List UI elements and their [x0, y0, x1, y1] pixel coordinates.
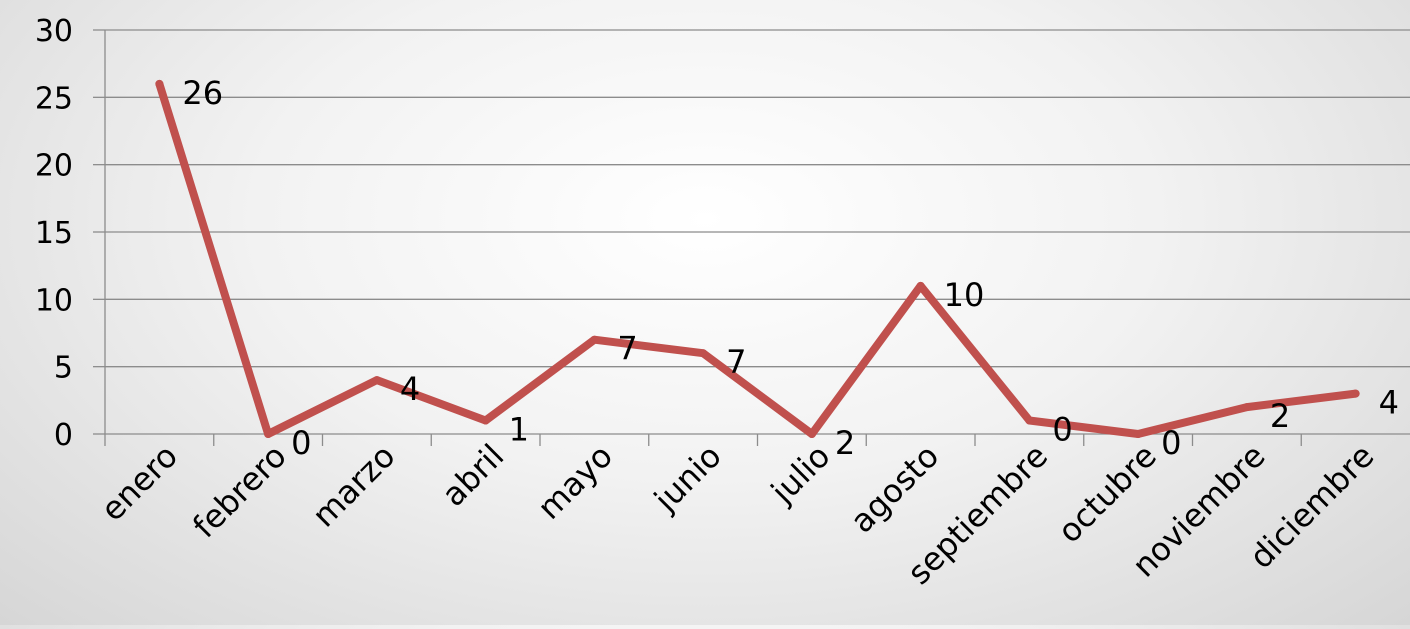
- y-tick-labels: 0 5 10 15 20 25 30: [35, 14, 73, 453]
- data-point: [481, 416, 490, 425]
- data-label: 2: [835, 424, 855, 462]
- x-category-label: agosto: [843, 437, 946, 540]
- data-point: [264, 430, 273, 438]
- y-tick-label: 20: [35, 149, 73, 184]
- y-tick-label: 5: [54, 351, 73, 386]
- axes: [93, 29, 1410, 446]
- data-point: [590, 335, 599, 344]
- data-label: 7: [617, 330, 637, 368]
- data-point: [699, 349, 708, 358]
- data-labels: 26 0 4 1 7 7 2 10 0 0 2 4: [182, 74, 1399, 462]
- series-line: [155, 79, 1360, 438]
- y-tick-label: 10: [35, 283, 73, 318]
- x-category-label: febrero: [185, 437, 293, 545]
- data-point: [807, 430, 816, 438]
- data-point: [1025, 416, 1034, 425]
- x-category-label: mayo: [530, 437, 620, 527]
- data-label: 1: [509, 411, 529, 449]
- x-tick-labels: enero febrero marzo abril mayo junio julio agos…: [93, 437, 1381, 592]
- data-label: 7: [726, 343, 746, 381]
- y-tick-label: 30: [35, 14, 73, 49]
- data-label: 2: [1270, 397, 1290, 435]
- data-label: 10: [944, 276, 985, 314]
- x-category-label: julio: [763, 437, 838, 512]
- data-label: 26: [182, 74, 223, 112]
- x-category-label: marzo: [305, 437, 403, 535]
- data-point: [1242, 403, 1251, 412]
- data-point: [1134, 430, 1143, 438]
- x-category-label: octubre: [1050, 437, 1163, 550]
- data-label: 0: [1052, 411, 1072, 449]
- gridlines: [105, 29, 1410, 368]
- data-point: [155, 79, 164, 88]
- y-tick-label: 0: [54, 418, 73, 453]
- y-tick-label: 25: [35, 81, 73, 116]
- data-point: [1351, 389, 1360, 398]
- data-label: 0: [1161, 424, 1181, 462]
- y-tick-label: 15: [35, 216, 73, 251]
- data-label: 4: [1379, 384, 1399, 422]
- data-point: [372, 376, 381, 385]
- data-label: 0: [291, 424, 311, 462]
- data-point: [916, 281, 925, 290]
- series-line-path: [155, 79, 1360, 438]
- x-category-label: junio: [646, 437, 729, 520]
- data-label: 4: [400, 370, 420, 408]
- x-category-label: abril: [434, 437, 511, 514]
- x-category-label: enero: [93, 437, 185, 529]
